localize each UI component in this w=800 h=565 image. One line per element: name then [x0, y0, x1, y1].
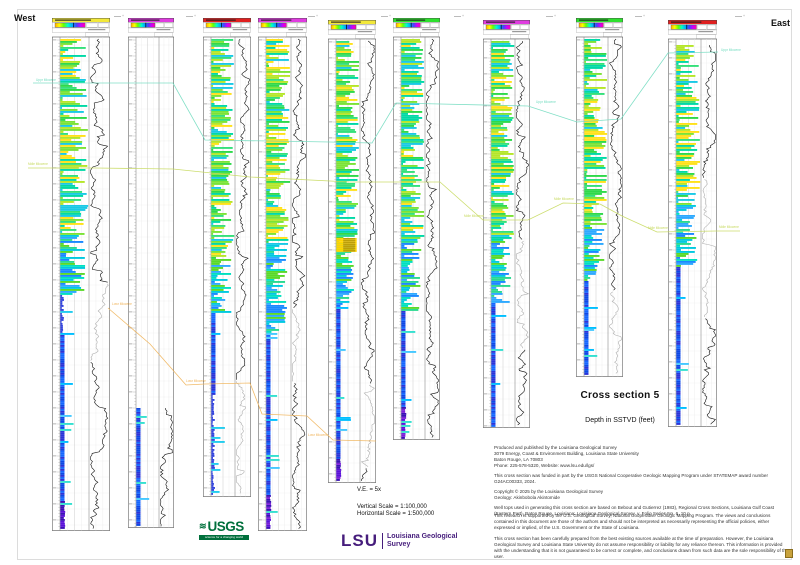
- west-label: West: [14, 13, 36, 23]
- well-log-track: [127, 18, 175, 533]
- well-distance-marker: +: [308, 14, 318, 18]
- well-log-track: [257, 18, 308, 536]
- disclaimer-block: This research is supported by the U.S. G…: [494, 513, 790, 565]
- publisher-text: Produced and published by the Louisiana …: [494, 445, 639, 468]
- copyright-text: Copyright © 2025 by the Louisiana Geolog…: [494, 488, 604, 500]
- depth-units-label: Depth in SSTVD (feet): [585, 417, 655, 424]
- lsu-org-line1: Louisiana Geological: [387, 532, 458, 540]
- well-log-track: [51, 18, 111, 536]
- usgs-wordmark: USGS: [207, 519, 245, 534]
- title-block: Cross section 5 Depth in SSTVD (feet): [500, 390, 740, 424]
- well-log-track: [327, 20, 377, 488]
- well-distance-marker: +: [546, 14, 556, 18]
- usgs-logo: ≋ USGS science for a changing world: [199, 519, 249, 540]
- credits-block: Produced and published by the Louisiana …: [494, 445, 786, 521]
- east-label: East: [771, 18, 791, 28]
- usgs-wave-icon: ≋: [199, 521, 207, 531]
- corner-stamp-icon: [785, 549, 793, 558]
- research-support-text: This research is supported by the U.S. G…: [494, 513, 771, 530]
- well-log-track: [575, 18, 624, 382]
- vertical-scale-label: Vertical Scale = 1:100,000: [357, 503, 427, 510]
- scale-block: V.E. = 5x Vertical Scale = 1:100,000 Hor…: [357, 487, 434, 518]
- well-distance-marker: +: [735, 14, 745, 18]
- lsu-org-line2: Survey: [387, 541, 411, 548]
- sheet-border: [17, 9, 792, 560]
- page-title: Cross section 5: [580, 390, 660, 401]
- usgs-tagline: science for a changing world: [199, 534, 249, 540]
- liability-text: This cross section has been carefully pr…: [494, 535, 789, 559]
- lsu-logo: LSU Louisiana Geological Survey: [341, 531, 457, 551]
- well-log-track: [392, 18, 441, 445]
- lsu-logo-divider: [382, 533, 383, 549]
- well-distance-marker: +: [381, 14, 391, 18]
- well-log-track: [667, 20, 718, 432]
- vertical-exaggeration-label: V.E. = 5x: [357, 487, 381, 493]
- well-distance-marker: +: [186, 14, 196, 18]
- welltops-reference-text: Well tops used in generating this cross …: [494, 504, 775, 516]
- well-distance-marker: +: [454, 14, 464, 18]
- funding-text: This cross section was funded in part by…: [494, 472, 768, 484]
- lsu-wordmark: LSU: [341, 531, 378, 550]
- well-log-track: [202, 18, 252, 502]
- well-distance-marker: +: [114, 14, 124, 18]
- horizontal-scale-label: Horizontal Scale = 1:500,000: [357, 510, 435, 517]
- well-distance-marker: +: [635, 14, 645, 18]
- well-log-track: [482, 20, 531, 433]
